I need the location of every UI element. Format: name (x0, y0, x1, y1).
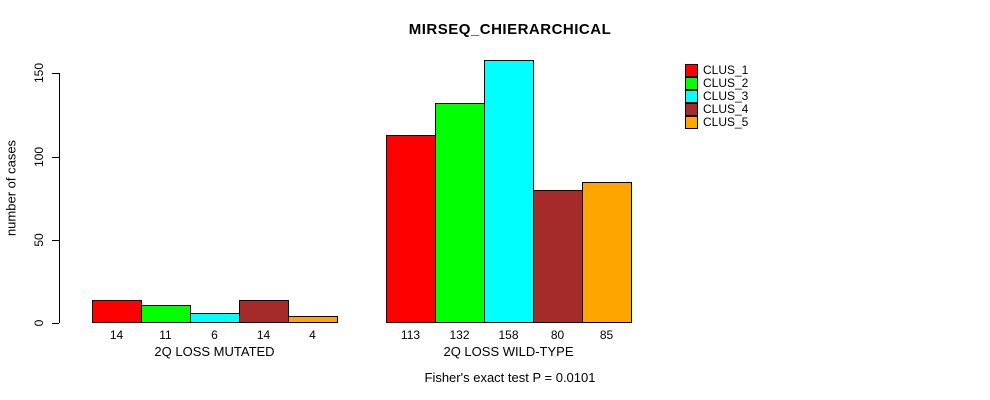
bar-value-label: 80 (550, 328, 565, 342)
bar-value-label: 14 (109, 328, 124, 342)
bar-value-label: 85 (599, 328, 614, 342)
legend-swatch-icon (685, 64, 698, 77)
chart-title: MIRSEQ_CHIERARCHICAL (408, 21, 612, 38)
bar-clus_5-cat1 (582, 181, 632, 323)
legend-label: CLUS_2 (703, 76, 749, 90)
bar-clus_3-cat1 (484, 60, 534, 323)
y-axis-label: number of cases (3, 139, 19, 237)
bar-clus_4-cat1 (533, 189, 583, 323)
y-axis-tick (52, 73, 59, 74)
legend-swatch-icon (685, 103, 698, 116)
bar-value-label: 14 (256, 328, 271, 342)
legend-item-clus_5: CLUS_5 (685, 116, 748, 129)
legend-swatch-icon (685, 90, 698, 103)
legend-label: CLUS_5 (703, 115, 749, 129)
bar-value-label: 113 (400, 328, 421, 342)
bar-clus_3-cat0 (190, 313, 240, 323)
y-axis-tick-label: 50 (32, 233, 46, 247)
legend-swatch-icon (685, 116, 698, 129)
bar-clus_1-cat1 (386, 134, 436, 323)
y-axis-tick (52, 240, 59, 241)
y-axis-tick-label: 100 (32, 146, 46, 168)
y-axis-tick (52, 323, 59, 324)
y-axis-tick-label: 150 (32, 62, 46, 84)
bar-clus_2-cat0 (141, 304, 191, 323)
annotation-text: Fisher's exact test P = 0.0101 (424, 370, 596, 385)
legend-item-clus_1: CLUS_1 (685, 64, 748, 77)
legend: CLUS_1 CLUS_2 CLUS_3 CLUS_4 CLUS_5 (685, 64, 748, 129)
bar-clus_2-cat1 (435, 103, 485, 323)
bar-value-label: 132 (449, 328, 470, 342)
bar-value-label: 4 (309, 328, 316, 342)
bar-clus_4-cat0 (239, 299, 289, 323)
legend-swatch-icon (685, 77, 698, 90)
category-label-0: 2Q LOSS MUTATED (154, 344, 275, 359)
bar-clus_1-cat0 (92, 299, 142, 323)
legend-item-clus_4: CLUS_4 (685, 103, 748, 116)
category-label-1: 2Q LOSS WILD-TYPE (443, 344, 574, 359)
y-axis-tick-label: 0 (32, 319, 46, 327)
legend-label: CLUS_3 (703, 89, 749, 103)
legend-item-clus_3: CLUS_3 (685, 90, 748, 103)
bar-clus_5-cat0 (288, 316, 338, 323)
y-axis-tick (52, 157, 59, 158)
bar-value-label: 11 (159, 328, 172, 342)
bar-value-label: 158 (498, 328, 519, 342)
y-axis-line (59, 73, 60, 323)
legend-label: CLUS_1 (703, 63, 749, 77)
bar-value-label: 6 (211, 328, 218, 342)
legend-item-clus_2: CLUS_2 (685, 77, 748, 90)
legend-label: CLUS_4 (703, 102, 749, 116)
